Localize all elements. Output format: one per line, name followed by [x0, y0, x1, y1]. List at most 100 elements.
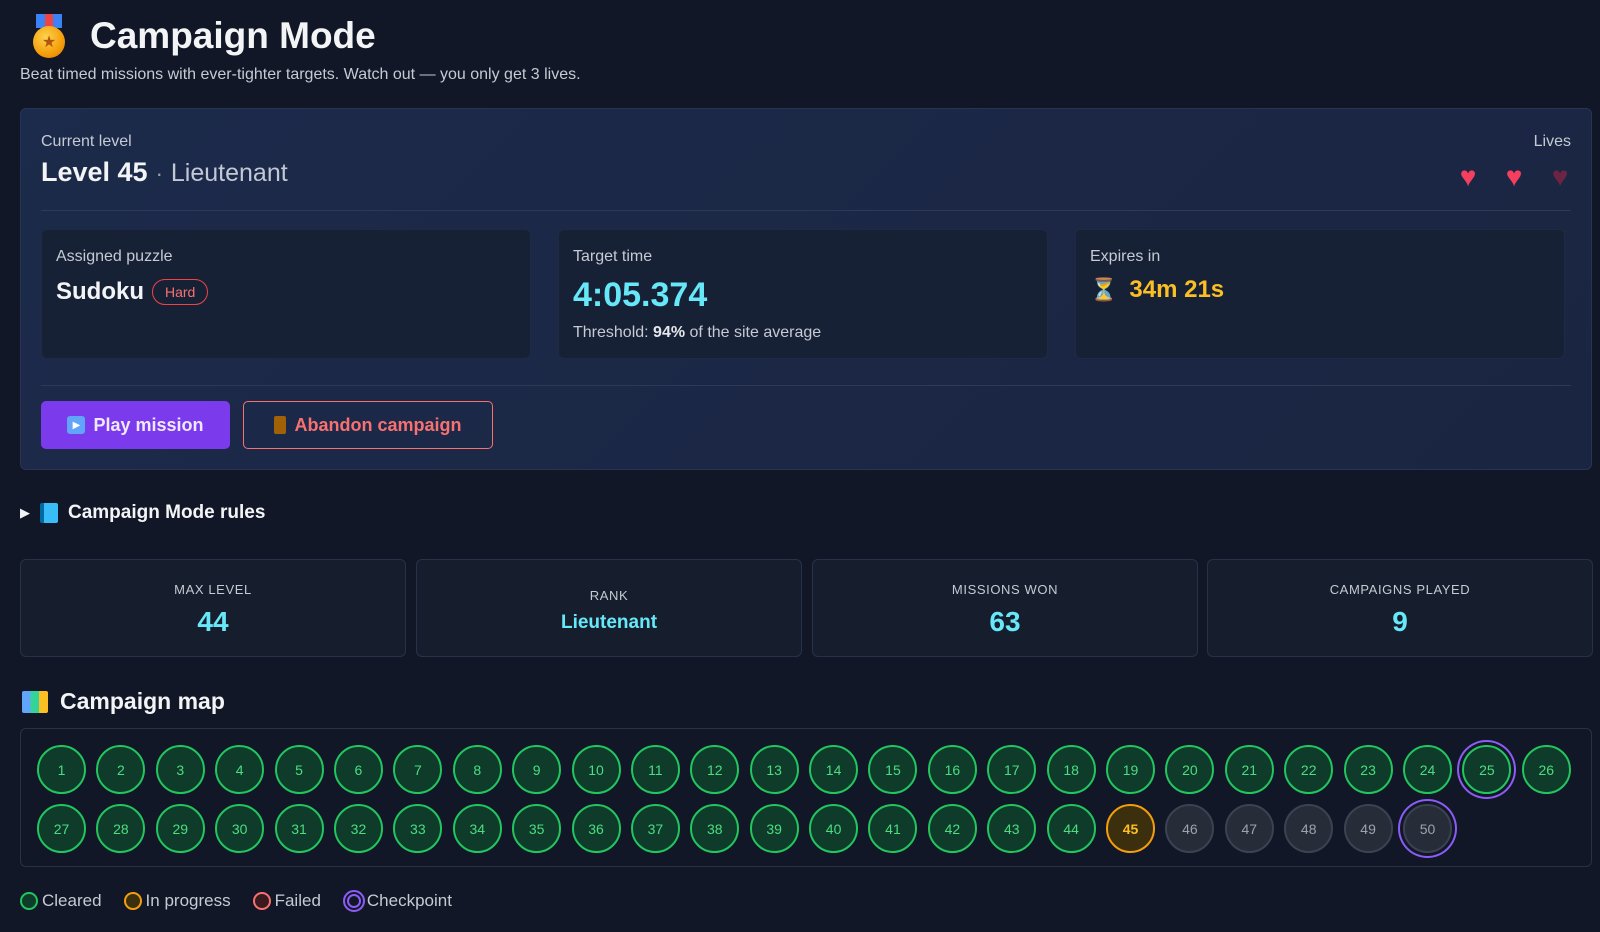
level-node-17[interactable]: 17 [987, 745, 1037, 794]
separator: · [155, 161, 163, 186]
current-level: Level 45 · Lieutenant [41, 157, 288, 188]
stat-value: 44 [197, 606, 229, 637]
target-time-value: 4:05.374 [573, 276, 708, 314]
level-node-48[interactable]: 48 [1284, 804, 1334, 853]
level-node-46[interactable]: 46 [1165, 804, 1215, 853]
level-node-31[interactable]: 31 [274, 804, 324, 853]
level-node-40[interactable]: 40 [809, 804, 859, 853]
level-node-24[interactable]: 24 [1402, 745, 1452, 794]
threshold-text: Threshold: 94% of the site average [573, 324, 822, 341]
puzzle-name: Sudoku [56, 278, 144, 305]
disclosure-triangle-icon: ▶ [20, 505, 30, 520]
level-node-45[interactable]: 45 [1106, 804, 1156, 853]
stat-label: MISSIONS WON [951, 582, 1059, 597]
divider [41, 210, 1571, 211]
current-level-label: Current level [41, 133, 132, 150]
level-node-28[interactable]: 28 [96, 804, 146, 853]
level-node-32[interactable]: 32 [333, 804, 383, 853]
play-icon: ▶ [67, 416, 86, 434]
abandon-campaign-button[interactable]: Abandon campaign [243, 401, 493, 449]
level-node-2[interactable]: 2 [96, 745, 146, 794]
current-level-panel: Current level Level 45 · Lieutenant Live… [20, 108, 1592, 470]
level-node-33[interactable]: 33 [393, 804, 443, 853]
level-node-25[interactable]: 25 [1462, 745, 1512, 794]
stat-label: CAMPAIGNS PLAYED [1329, 582, 1471, 597]
expires-card: Expires in ⏳ 34m 21s [1075, 229, 1565, 359]
level-node-18[interactable]: 18 [1046, 745, 1096, 794]
level-node-3[interactable]: 3 [155, 745, 205, 794]
level-node-47[interactable]: 47 [1224, 804, 1274, 853]
assigned-puzzle-label: Assigned puzzle [56, 248, 173, 265]
campaign-map-heading: Campaign map [22, 688, 225, 715]
legend-checkpoint: Checkpoint [342, 890, 452, 912]
abandon-campaign-label: Abandon campaign [294, 414, 462, 435]
level-node-30[interactable]: 30 [215, 804, 265, 853]
expires-label: Expires in [1090, 248, 1161, 265]
level-node-29[interactable]: 29 [155, 804, 205, 853]
level-node-42[interactable]: 42 [927, 804, 977, 853]
door-icon [274, 416, 287, 434]
level-node-12[interactable]: 12 [690, 745, 740, 794]
stat-label: MAX LEVEL [174, 582, 252, 597]
stat-label: RANK [589, 588, 629, 603]
level-node-27[interactable]: 27 [37, 804, 86, 853]
level-node-10[interactable]: 10 [571, 745, 621, 794]
level-node-39[interactable]: 39 [749, 804, 799, 853]
level-node-26[interactable]: 26 [1521, 745, 1571, 794]
heart-icon: ♥ [1505, 161, 1523, 192]
level-node-9[interactable]: 9 [512, 745, 562, 794]
level-node-38[interactable]: 38 [690, 804, 740, 853]
failed-swatch [252, 892, 271, 910]
level-node-41[interactable]: 41 [868, 804, 918, 853]
stat-value: 9 [1392, 606, 1408, 637]
legend-in-progress: In progress [123, 891, 231, 911]
threshold-percent: 94% [653, 324, 686, 341]
level-node-14[interactable]: 14 [809, 745, 859, 794]
level-node-49[interactable]: 49 [1343, 804, 1393, 853]
level-node-15[interactable]: 15 [868, 745, 918, 794]
legend-cleared: Cleared [20, 891, 102, 911]
legend-failed: Failed [252, 891, 321, 911]
level-node-19[interactable]: 19 [1106, 745, 1156, 794]
play-mission-button[interactable]: ▶ Play mission [41, 401, 230, 449]
target-time-card: Target time 4:05.374 Threshold: 94% of t… [558, 229, 1048, 359]
level-node-44[interactable]: 44 [1046, 804, 1096, 853]
rules-toggle[interactable]: ▶ Campaign Mode rules [20, 502, 265, 524]
level-node-37[interactable]: 37 [630, 804, 680, 853]
level-node-22[interactable]: 22 [1284, 745, 1334, 794]
level-node-4[interactable]: 4 [215, 745, 265, 794]
level-node-20[interactable]: 20 [1165, 745, 1215, 794]
hourglass-icon: ⏳ [1090, 277, 1118, 302]
level-node-21[interactable]: 21 [1224, 745, 1274, 794]
level-node-1[interactable]: 1 [37, 745, 86, 794]
stat-missions-won: MISSIONS WON 63 [812, 559, 1198, 657]
level-node-16[interactable]: 16 [927, 745, 977, 794]
level-value: Level 45 [41, 157, 148, 187]
campaign-map: 1 2 3 4 5 6 7 8 9 10 11 12 13 14 15 16 17 18 19 20 21 22 23 24 2… [20, 728, 1592, 867]
lives-hearts: ♥ ♥ ♥ [1453, 163, 1575, 191]
level-node-34[interactable]: 34 [452, 804, 502, 853]
stat-value: Lieutenant [560, 612, 658, 633]
level-node-35[interactable]: 35 [512, 804, 562, 853]
level-node-5[interactable]: 5 [274, 745, 324, 794]
page-title: Campaign Mode [90, 15, 376, 56]
heart-empty-icon: ♥ [1551, 161, 1569, 192]
level-node-6[interactable]: 6 [333, 745, 383, 794]
level-node-13[interactable]: 13 [749, 745, 799, 794]
divider [41, 385, 1571, 386]
map-legend: Cleared In progress Failed Checkpoint [20, 890, 452, 912]
campaign-map-title: Campaign map [60, 688, 225, 714]
level-node-23[interactable]: 23 [1343, 745, 1393, 794]
level-node-8[interactable]: 8 [452, 745, 502, 794]
level-node-11[interactable]: 11 [630, 745, 680, 794]
level-node-43[interactable]: 43 [987, 804, 1037, 853]
level-node-50[interactable]: 50 [1402, 804, 1452, 853]
level-node-36[interactable]: 36 [571, 804, 621, 853]
level-node-7[interactable]: 7 [393, 745, 443, 794]
expires-value: 34m 21s [1129, 276, 1225, 303]
cleared-swatch [20, 892, 38, 910]
page-header: ★ Campaign Mode [20, 12, 376, 60]
checkpoint-swatch [342, 890, 365, 912]
difficulty-badge: Hard [152, 279, 209, 305]
